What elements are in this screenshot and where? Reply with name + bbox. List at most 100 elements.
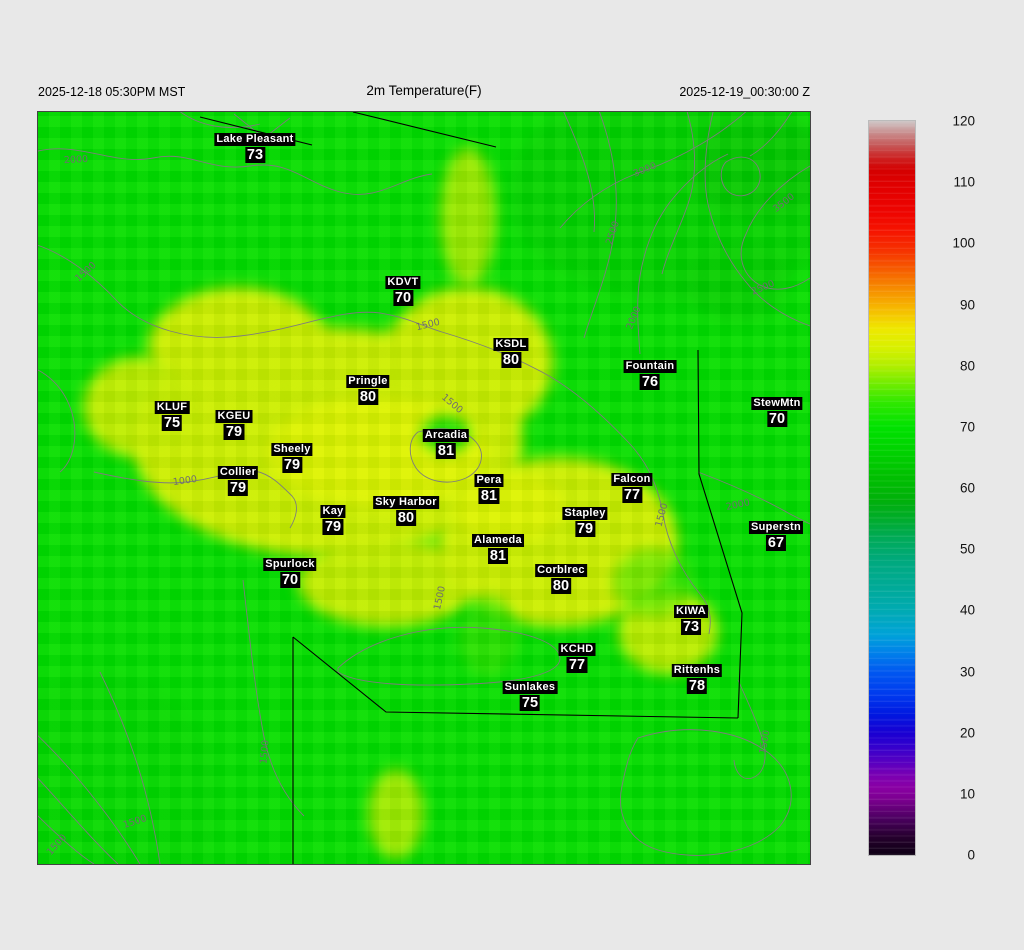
- station-name: Pera: [474, 474, 504, 487]
- contour-line: [583, 112, 617, 339]
- contour-line: [720, 156, 761, 197]
- contour-line: [563, 112, 596, 233]
- station-temperature-value: 70: [766, 411, 788, 427]
- colorbar-tick: 0: [967, 847, 975, 863]
- contour-line: [697, 471, 810, 525]
- station-temperature-value: 79: [227, 480, 249, 496]
- contour-line: [99, 671, 161, 864]
- station-label: Pera 81: [474, 474, 504, 510]
- station-name: Sunlakes: [502, 681, 558, 694]
- station-name: Stapley: [562, 507, 608, 520]
- station-temperature-value: 78: [686, 678, 708, 694]
- station-temperature-value: 70: [392, 290, 414, 306]
- station-name: Sky Harbor: [373, 496, 439, 509]
- station-label: KDVT 70: [385, 276, 421, 312]
- colorbar-tick: 30: [959, 664, 975, 679]
- station-label: KLUF 75: [154, 401, 190, 437]
- station-temperature-value: 77: [621, 487, 643, 503]
- contour-line: [38, 148, 433, 195]
- station-temperature-value: 81: [478, 488, 500, 504]
- colorbar-tick: 110: [953, 174, 975, 190]
- county-boundaries: [199, 112, 743, 864]
- colorbar-gradient: [868, 120, 916, 856]
- station-label: Superstn 67: [748, 521, 804, 557]
- station-label: Spurlock 70: [263, 558, 317, 594]
- station-temperature-value: 75: [161, 415, 183, 431]
- station-temperature-value: 80: [395, 510, 417, 526]
- station-label: Arcadia 81: [422, 429, 470, 465]
- colorbar-tick: 70: [959, 419, 975, 435]
- station-temperature-value: 79: [223, 424, 245, 440]
- station-temperature-value: 80: [500, 352, 522, 368]
- colorbar-tick: 100: [952, 235, 975, 251]
- station-label: Stapley 79: [562, 507, 608, 543]
- station-name: Fountain: [623, 360, 677, 373]
- station-label: Sheely 79: [271, 443, 313, 479]
- colorbar-tick: 10: [959, 786, 975, 802]
- station-name: Collier: [217, 466, 259, 479]
- station-temperature-value: 75: [519, 695, 541, 711]
- contour-line: [38, 777, 119, 864]
- station-temperature-value: 79: [574, 521, 596, 537]
- contour-line: [38, 244, 711, 635]
- station-name: Alameda: [472, 534, 524, 547]
- contour-line: [337, 626, 561, 686]
- station-label: Sky Harbor 80: [373, 496, 439, 532]
- station-name: Lake Pleasant: [214, 133, 296, 146]
- colorbar-tick: 80: [959, 358, 975, 374]
- station-label: Lake Pleasant 73: [214, 133, 296, 169]
- temperature-field: [38, 112, 810, 864]
- boundary-line: [292, 636, 739, 719]
- station-temperature-value: 77: [566, 657, 588, 673]
- station-label: Corblrec 80: [535, 564, 587, 600]
- station-label: Fountain 76: [623, 360, 677, 396]
- station-name: Sheely: [271, 443, 313, 456]
- valid-time-utc: 2025-12-19_00:30:00 Z: [679, 85, 810, 99]
- station-label: Sunlakes 75: [502, 681, 558, 717]
- station-label: Pringle 80: [346, 375, 390, 411]
- station-name: Corblrec: [535, 564, 587, 577]
- contour-line: [180, 112, 261, 128]
- station-temperature-value: 73: [244, 147, 266, 163]
- station-label: KCHD 77: [558, 643, 596, 679]
- colorbar-tick: 40: [959, 602, 975, 618]
- elevation-contours: [38, 112, 810, 864]
- colorbar-tick: 120: [952, 113, 975, 129]
- contour-line: [620, 729, 792, 856]
- page-title: 2m Temperature(F): [366, 83, 482, 98]
- station-name: Rittenhs: [671, 664, 723, 677]
- contour-line: [38, 815, 95, 864]
- station-name: KDVT: [385, 276, 421, 289]
- colorbar-tick: 90: [959, 297, 975, 312]
- station-label: Rittenhs 78: [671, 664, 723, 700]
- colorbar-tick: 60: [959, 480, 975, 496]
- station-name: Arcadia: [422, 429, 470, 442]
- contour-line: [637, 153, 729, 355]
- contour-line: [242, 579, 305, 817]
- station-name: KLUF: [154, 401, 190, 414]
- temperature-map: 2000 1500 1500 1500 1000 3000 2500 3500 2500 2000…: [37, 111, 811, 865]
- colorbar-ticks: 120 110 100 90 80 70 60 50 40 30 20 10 0: [923, 114, 975, 863]
- station-temperature-value: 80: [550, 578, 572, 594]
- station-temperature-value: 67: [765, 535, 787, 551]
- station-name: KSDL: [493, 338, 529, 351]
- station-name: Spurlock: [263, 558, 317, 571]
- station-label: Collier 79: [217, 466, 259, 502]
- station-temperature-value: 70: [279, 572, 301, 588]
- contour-line: [704, 112, 810, 327]
- station-temperature-value: 79: [322, 519, 344, 535]
- station-name: Falcon: [611, 473, 653, 486]
- station-temperature-value: 76: [639, 374, 661, 390]
- station-label: Alameda 81: [472, 534, 524, 570]
- boundary-line: [352, 112, 497, 148]
- colorbar-tick: 20: [959, 725, 975, 741]
- contour-line: [740, 165, 810, 290]
- station-temperature-value: 79: [281, 457, 303, 473]
- station-temperature-value: 73: [680, 619, 702, 635]
- station-label: KSDL 80: [493, 338, 529, 374]
- contour-line: [749, 112, 793, 157]
- contour-line: [559, 112, 747, 229]
- station-label: KIWA 73: [674, 605, 708, 641]
- station-name: Kay: [320, 505, 346, 518]
- station-label: StewMtn 70: [751, 397, 803, 433]
